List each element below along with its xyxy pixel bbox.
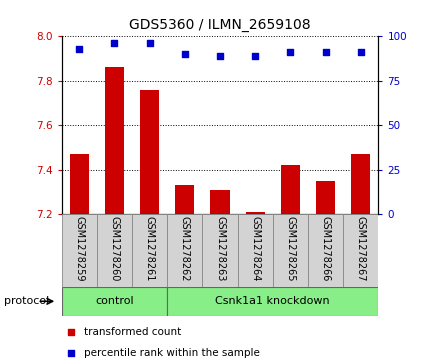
Point bbox=[68, 329, 75, 335]
Bar bbox=[62, 287, 167, 316]
Point bbox=[76, 46, 83, 52]
Text: GSM1278263: GSM1278263 bbox=[215, 216, 225, 282]
Bar bbox=[351, 154, 370, 214]
Point bbox=[252, 53, 259, 59]
Bar bbox=[281, 165, 300, 214]
Text: GSM1278262: GSM1278262 bbox=[180, 216, 190, 282]
Bar bbox=[202, 214, 238, 287]
Bar bbox=[167, 214, 202, 287]
Text: GSM1278266: GSM1278266 bbox=[321, 216, 330, 282]
Text: GSM1278261: GSM1278261 bbox=[145, 216, 154, 282]
Point bbox=[146, 41, 153, 46]
Bar bbox=[308, 214, 343, 287]
Point bbox=[216, 53, 224, 59]
Point bbox=[181, 51, 188, 57]
Text: GSM1278260: GSM1278260 bbox=[110, 216, 119, 282]
Text: GSM1278265: GSM1278265 bbox=[286, 216, 295, 282]
Point bbox=[357, 49, 364, 55]
Bar bbox=[132, 214, 167, 287]
Point bbox=[111, 41, 118, 46]
Bar bbox=[273, 214, 308, 287]
Bar bbox=[140, 90, 159, 214]
Text: GSM1278259: GSM1278259 bbox=[74, 216, 84, 282]
Text: GSM1278267: GSM1278267 bbox=[356, 216, 366, 282]
Text: control: control bbox=[95, 296, 134, 306]
Point bbox=[322, 49, 329, 55]
Bar bbox=[97, 214, 132, 287]
Point bbox=[287, 49, 294, 55]
Bar bbox=[316, 181, 335, 214]
Bar bbox=[167, 287, 378, 316]
Bar bbox=[343, 214, 378, 287]
Title: GDS5360 / ILMN_2659108: GDS5360 / ILMN_2659108 bbox=[129, 19, 311, 33]
Bar bbox=[210, 190, 230, 214]
Text: GSM1278264: GSM1278264 bbox=[250, 216, 260, 282]
Bar bbox=[246, 212, 265, 214]
Text: transformed count: transformed count bbox=[84, 327, 181, 337]
Bar bbox=[62, 214, 97, 287]
Text: Csnk1a1 knockdown: Csnk1a1 knockdown bbox=[216, 296, 330, 306]
Bar bbox=[175, 185, 194, 214]
Point bbox=[68, 351, 75, 356]
Text: protocol: protocol bbox=[4, 296, 50, 306]
Bar bbox=[70, 154, 89, 214]
Bar bbox=[238, 214, 273, 287]
Text: percentile rank within the sample: percentile rank within the sample bbox=[84, 348, 260, 358]
Bar bbox=[105, 68, 124, 214]
